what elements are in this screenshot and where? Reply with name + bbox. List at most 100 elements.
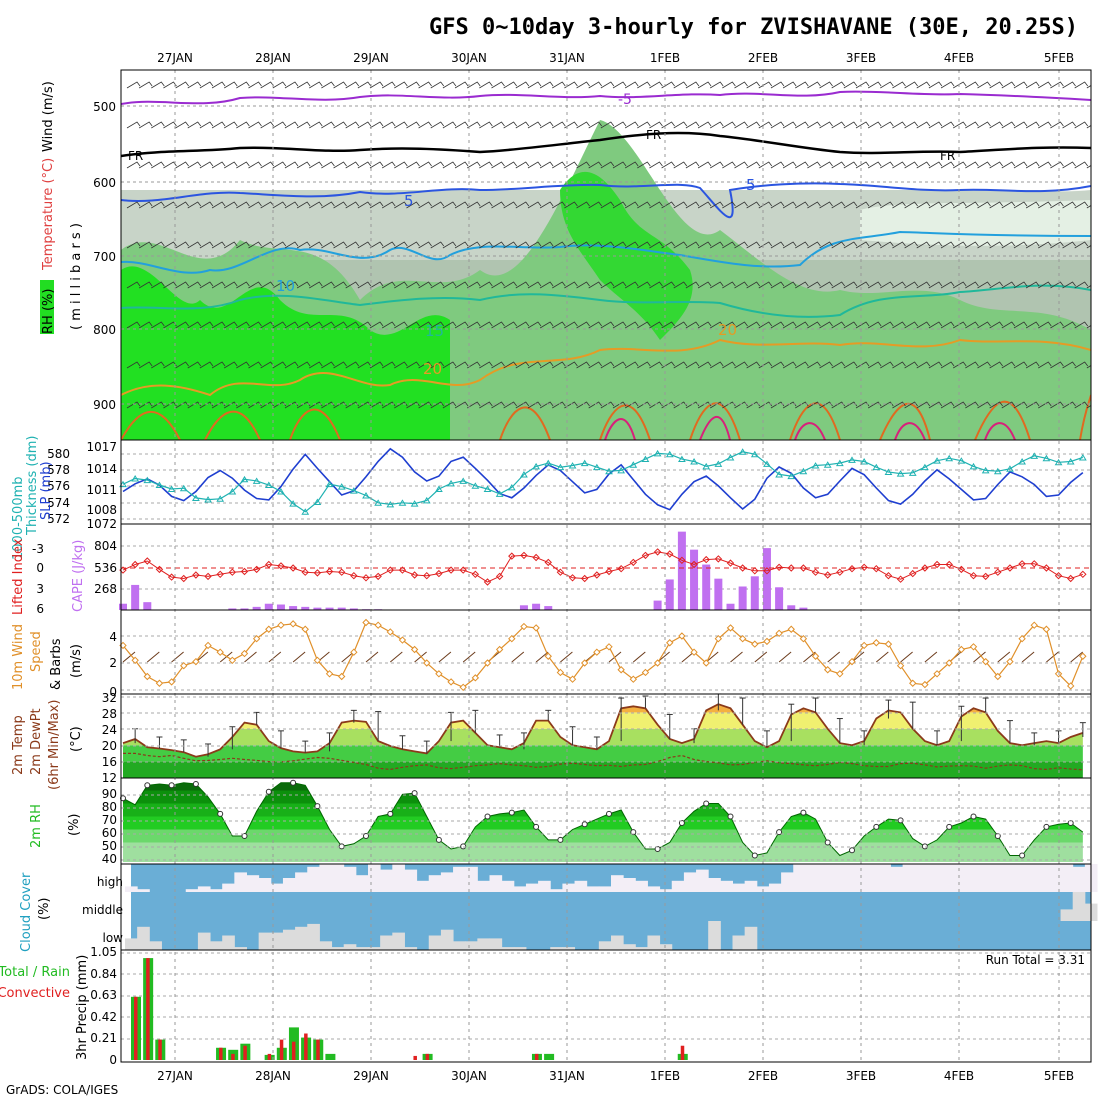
sounding-wind-barb — [296, 401, 311, 409]
rh-point — [751, 852, 758, 859]
sounding-wind-barb — [758, 201, 773, 209]
sounding-wind-barb — [236, 121, 250, 129]
sounding-wind-barb — [515, 81, 530, 89]
lifted-index-point — [702, 555, 710, 564]
sounding-wind-barb — [697, 281, 712, 289]
wind-ylabel-1: 10m Wind — [11, 624, 26, 690]
sounding-wind-barb — [381, 161, 396, 169]
thickness-point — [264, 481, 273, 488]
sounding-wind-barb — [819, 281, 833, 289]
sounding-wind-barb — [661, 161, 675, 169]
pressure-ylabel-thk1: 1000-500mb — [11, 476, 26, 560]
sounding-wind-barb — [758, 281, 773, 289]
sounding-wind-barb — [394, 201, 408, 209]
precip-convective-bar — [680, 1045, 685, 1060]
sounding-wind-barb — [126, 121, 141, 129]
wind-speed-point — [726, 624, 735, 632]
sounding-wind-barb — [236, 361, 250, 369]
sounding-wind-barb — [880, 321, 894, 329]
cape-bar — [143, 602, 152, 610]
wind-speed-point — [787, 625, 795, 633]
sounding-wind-barb — [211, 121, 226, 129]
cape-bar — [252, 606, 261, 610]
sounding-wind-barb — [199, 281, 214, 289]
sounding-wind-barb — [223, 321, 238, 329]
date-label-bottom: 28JAN — [255, 1069, 291, 1083]
sounding-wind-barb — [1050, 401, 1064, 409]
surface-wind-barb — [365, 651, 379, 663]
cloud-bar — [513, 886, 527, 892]
sounding-wind-barb — [819, 401, 833, 409]
sounding-wind-barb — [321, 121, 335, 129]
sounding-wind-barb — [977, 241, 991, 249]
sounding-wind-barb — [904, 401, 918, 409]
sounding-wind-barb — [588, 241, 603, 249]
sounding-wind-barb — [223, 161, 238, 169]
sounding-wind-barb — [892, 361, 906, 369]
sounding-wind-barb — [588, 401, 603, 409]
sounding-wind-barb — [965, 241, 979, 249]
lifted-index-point — [374, 572, 382, 581]
sounding-wind-barb — [673, 321, 688, 329]
date-label-top: 28JAN — [255, 51, 291, 65]
cape-bar — [799, 607, 808, 610]
sounding-wind-barb — [187, 401, 202, 409]
precip-convective-bar — [231, 1053, 235, 1060]
sounding-wind-barb — [1062, 401, 1076, 409]
sounding-wind-barb — [904, 361, 918, 369]
sounding-wind-barb — [624, 201, 639, 209]
contour-label-15: 15 — [425, 322, 444, 340]
sounding-wind-barb — [965, 361, 979, 369]
rh-point — [824, 839, 831, 846]
sounding-wind-barb — [248, 281, 262, 289]
surface-wind-barbs — [122, 651, 1084, 663]
wind-speed-point — [435, 670, 443, 678]
sounding-wind-barb — [503, 401, 517, 409]
sounding-wind-barb — [1050, 321, 1064, 329]
date-label-bottom: 3FEB — [846, 1069, 876, 1083]
sounding-wind-barb — [296, 321, 311, 329]
sounding-wind-barb — [406, 161, 420, 169]
sounding-wind-barb — [1050, 161, 1064, 169]
precip-ylabel-total: Total / Rain — [0, 965, 70, 980]
sounding-wind-barb — [1050, 121, 1064, 129]
cape-ylabel-cape: CAPE (J/kg) — [71, 540, 86, 612]
sounding-wind-barb — [539, 201, 554, 209]
sounding-wind-barb — [952, 81, 967, 89]
sounding-wind-barb — [928, 201, 943, 209]
lifted-index-point — [969, 571, 978, 580]
sounding-wind-barb — [138, 401, 153, 409]
sounding-wind-barb — [1001, 121, 1016, 129]
sounding-wind-barb — [843, 201, 858, 209]
sounding-wind-barb — [418, 321, 432, 329]
sounding-wind-barb — [916, 321, 931, 329]
sounding-wind-barb — [381, 281, 396, 289]
sounding-wind-barb — [333, 161, 347, 169]
sounding-wind-barb — [758, 161, 773, 169]
cloud-bar — [525, 883, 539, 892]
sounding-wind-barb — [126, 161, 141, 169]
sounding-wind-barb — [1013, 401, 1028, 409]
sounding-wind-barb — [600, 81, 615, 89]
sounding-wind-barb — [236, 401, 250, 409]
surface-wind-barb — [1046, 651, 1059, 663]
sounding-wind-barb — [855, 201, 870, 209]
sounding-wind-barb — [284, 241, 299, 249]
sounding-wind-barb — [831, 241, 846, 249]
sounding-wind-barb — [807, 281, 821, 289]
cape-bar — [714, 578, 723, 610]
sounding-wind-barb — [576, 81, 590, 89]
lifted-index-point — [544, 558, 552, 567]
date-label-top: 3FEB — [846, 51, 876, 65]
sounding-wind-barb — [576, 361, 590, 369]
sounding-wind-barb — [309, 201, 323, 209]
sounding-wind-barb — [600, 201, 615, 209]
sounding-wind-barb — [746, 281, 760, 289]
panel-rh: 90 80 70 60 50 40 2m RH (%) — [29, 778, 1091, 866]
thickness-point — [823, 461, 832, 468]
thickness-point — [617, 466, 626, 474]
thickness-point — [653, 449, 662, 457]
sounding-wind-barb — [843, 401, 858, 409]
lifted-index-point — [690, 560, 698, 569]
lifted-index-point — [556, 568, 565, 576]
